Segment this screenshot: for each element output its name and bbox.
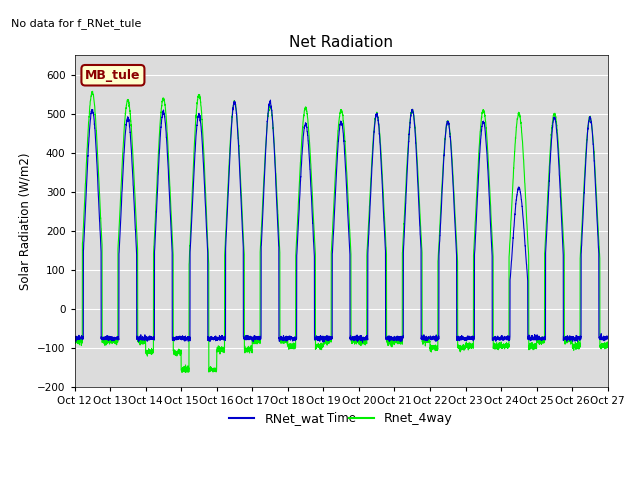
Line: RNet_wat: RNet_wat xyxy=(74,100,608,342)
RNet_wat xyxy=(267,97,275,103)
Y-axis label: Solar Radiation (W/m2): Solar Radiation (W/m2) xyxy=(19,153,31,290)
Text: No data for f_RNet_tule: No data for f_RNet_tule xyxy=(10,18,141,29)
RNet_wat xyxy=(431,335,439,341)
Rnet_4way xyxy=(166,194,174,200)
Rnet_4way xyxy=(321,339,329,345)
RNet_wat xyxy=(321,336,329,342)
Rnet_4way xyxy=(491,342,499,348)
Rnet_4way xyxy=(178,370,186,375)
Line: Rnet_4way: Rnet_4way xyxy=(74,91,608,372)
Rnet_4way xyxy=(604,344,611,350)
RNet_wat xyxy=(604,333,611,339)
RNet_wat xyxy=(491,336,499,341)
RNet_wat xyxy=(70,336,78,342)
Text: MB_tule: MB_tule xyxy=(85,69,141,82)
Rnet_4way xyxy=(70,337,78,343)
Legend: RNet_wat, Rnet_4way: RNet_wat, Rnet_4way xyxy=(224,408,458,431)
RNet_wat xyxy=(604,335,612,340)
Title: Net Radiation: Net Radiation xyxy=(289,35,393,50)
Rnet_4way xyxy=(461,346,468,351)
RNet_wat xyxy=(166,212,174,218)
RNet_wat xyxy=(461,335,468,341)
Rnet_4way xyxy=(89,88,97,94)
RNet_wat xyxy=(358,339,366,345)
Rnet_4way xyxy=(431,347,439,352)
X-axis label: Time: Time xyxy=(326,411,356,425)
Rnet_4way xyxy=(604,343,612,349)
